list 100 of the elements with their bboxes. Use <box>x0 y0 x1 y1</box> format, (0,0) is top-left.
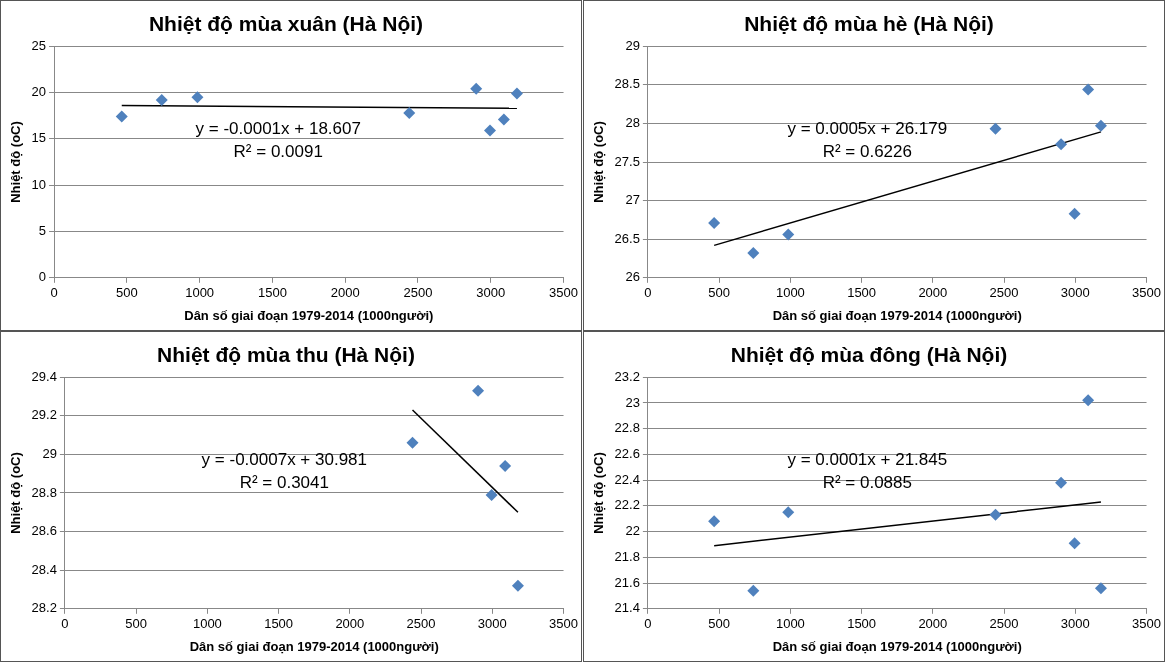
y-tick-label: 29.2 <box>31 407 57 423</box>
x-tick-label: 2000 <box>330 285 360 301</box>
x-tick-label: 2500 <box>989 285 1019 301</box>
x-tick-label: 500 <box>708 616 730 632</box>
x-tick-label: 0 <box>61 616 69 632</box>
x-tick-label: 2500 <box>989 616 1019 632</box>
y-tick-label: 21.6 <box>614 574 640 590</box>
annotation: y = -0.0007x + 30.981 <box>201 450 368 470</box>
x-tick-label: 3000 <box>476 285 506 301</box>
point <box>472 384 485 397</box>
point <box>1094 582 1107 595</box>
annotation: y = -0.0001x + 18.607 <box>195 119 361 139</box>
x-axis-title: Dân số giai đoạn 1979-2014 (1000người) <box>772 638 1022 654</box>
x-axis-title: Dân số giai đoạn 1979-2014 (1000người) <box>772 307 1022 323</box>
chart-title: Nhiệt độ mùa đông (Hà Nội) <box>730 343 1008 367</box>
point <box>510 87 523 100</box>
chart-title: Nhiệt độ mùa thu (Hà Nội) <box>157 343 415 367</box>
x-tick-label: 3500 <box>549 285 578 301</box>
x-tick-label: 2000 <box>335 616 365 632</box>
point <box>1082 83 1095 96</box>
x-tick-label: 3500 <box>549 616 578 632</box>
y-tick-label: 26 <box>625 269 640 285</box>
chart-title: Nhiệt độ mùa xuân (Hà Nội) <box>148 12 424 36</box>
annotation: R² = 0.0885 <box>822 473 912 493</box>
y-tick-label: 22.8 <box>614 420 640 436</box>
point <box>708 515 721 528</box>
y-tick-label: 29 <box>42 445 57 461</box>
point <box>708 216 721 229</box>
point <box>1055 476 1068 489</box>
point <box>989 508 1002 521</box>
point <box>470 82 483 95</box>
y-tick-label: 29.4 <box>31 368 57 384</box>
point <box>782 506 795 519</box>
point <box>497 113 510 126</box>
x-tick-label: 1500 <box>264 616 294 632</box>
x-tick-label: 1500 <box>257 285 287 301</box>
x-axis-title: Dân số giai đoạn 1979-2014 (1000người) <box>184 307 434 323</box>
x-tick-label: 2000 <box>918 616 948 632</box>
y-tick-label: 28.4 <box>31 561 57 577</box>
annotation: R² = 0.6226 <box>822 142 912 162</box>
point <box>1068 207 1081 220</box>
point <box>484 124 497 137</box>
point <box>747 247 760 260</box>
y-tick-label: 28.5 <box>614 76 640 92</box>
y-tick-label: 22.2 <box>614 497 640 513</box>
y-tick-label: 29 <box>625 37 640 53</box>
y-tick-label: 28 <box>625 114 640 130</box>
x-tick-label: 1000 <box>775 616 805 632</box>
y-tick-label: 10 <box>31 176 47 192</box>
y-tick-label: 27 <box>625 192 640 208</box>
x-tick-label: 1000 <box>775 285 805 301</box>
point <box>511 579 524 592</box>
y-tick-label: 20 <box>31 84 47 100</box>
x-tick-label: 500 <box>125 616 147 632</box>
y-tick-label: 28.8 <box>31 484 57 500</box>
x-axis-title: Dân số giai đoạn 1979-2014 (1000người) <box>189 638 439 654</box>
y-axis-title: Nhiệt độ (oC) <box>8 452 24 534</box>
point <box>989 122 1002 135</box>
y-tick-label: 22 <box>625 523 640 539</box>
x-tick-label: 3500 <box>1132 285 1161 301</box>
point <box>499 459 512 472</box>
x-tick-label: 500 <box>115 285 138 301</box>
x-tick-label: 2000 <box>918 285 948 301</box>
y-tick-label: 5 <box>38 223 47 239</box>
x-tick-label: 2500 <box>403 285 433 301</box>
annotation: R² = 0.3041 <box>239 473 329 493</box>
x-tick-label: 1500 <box>847 285 877 301</box>
point <box>403 106 416 119</box>
point <box>191 91 204 104</box>
y-tick-label: 21.4 <box>614 600 640 616</box>
chart-title: Nhiệt độ mùa hè (Hà Nội) <box>744 12 994 36</box>
y-axis-title: Nhiệt độ (oC) <box>591 452 607 534</box>
point <box>115 110 128 123</box>
x-tick-label: 3000 <box>1060 285 1090 301</box>
x-tick-label: 3000 <box>1060 616 1090 632</box>
y-axis-title: Nhiệt độ (oC) <box>591 121 607 203</box>
point <box>406 436 419 449</box>
point <box>747 584 760 597</box>
y-tick-label: 27.5 <box>614 153 640 169</box>
point <box>1082 394 1095 407</box>
point <box>1094 119 1107 132</box>
x-tick-label: 1000 <box>185 285 215 301</box>
y-tick-label: 23 <box>625 394 640 410</box>
point <box>782 228 795 241</box>
x-tick-label: 500 <box>708 285 730 301</box>
point <box>155 93 168 106</box>
x-tick-label: 3500 <box>1132 616 1161 632</box>
y-tick-label: 0 <box>38 269 47 285</box>
x-tick-label: 0 <box>644 285 652 301</box>
point <box>485 488 498 501</box>
y-tick-label: 28.6 <box>31 523 57 539</box>
y-tick-label: 25 <box>31 37 47 53</box>
x-tick-label: 3000 <box>477 616 507 632</box>
point <box>1055 138 1068 151</box>
x-tick-label: 1000 <box>192 616 222 632</box>
x-tick-label: 2500 <box>406 616 436 632</box>
x-tick-label: 0 <box>644 616 652 632</box>
y-tick-label: 26.5 <box>614 230 640 246</box>
y-axis-title: Nhiệt độ (oC) <box>8 121 24 203</box>
point <box>1068 537 1081 550</box>
